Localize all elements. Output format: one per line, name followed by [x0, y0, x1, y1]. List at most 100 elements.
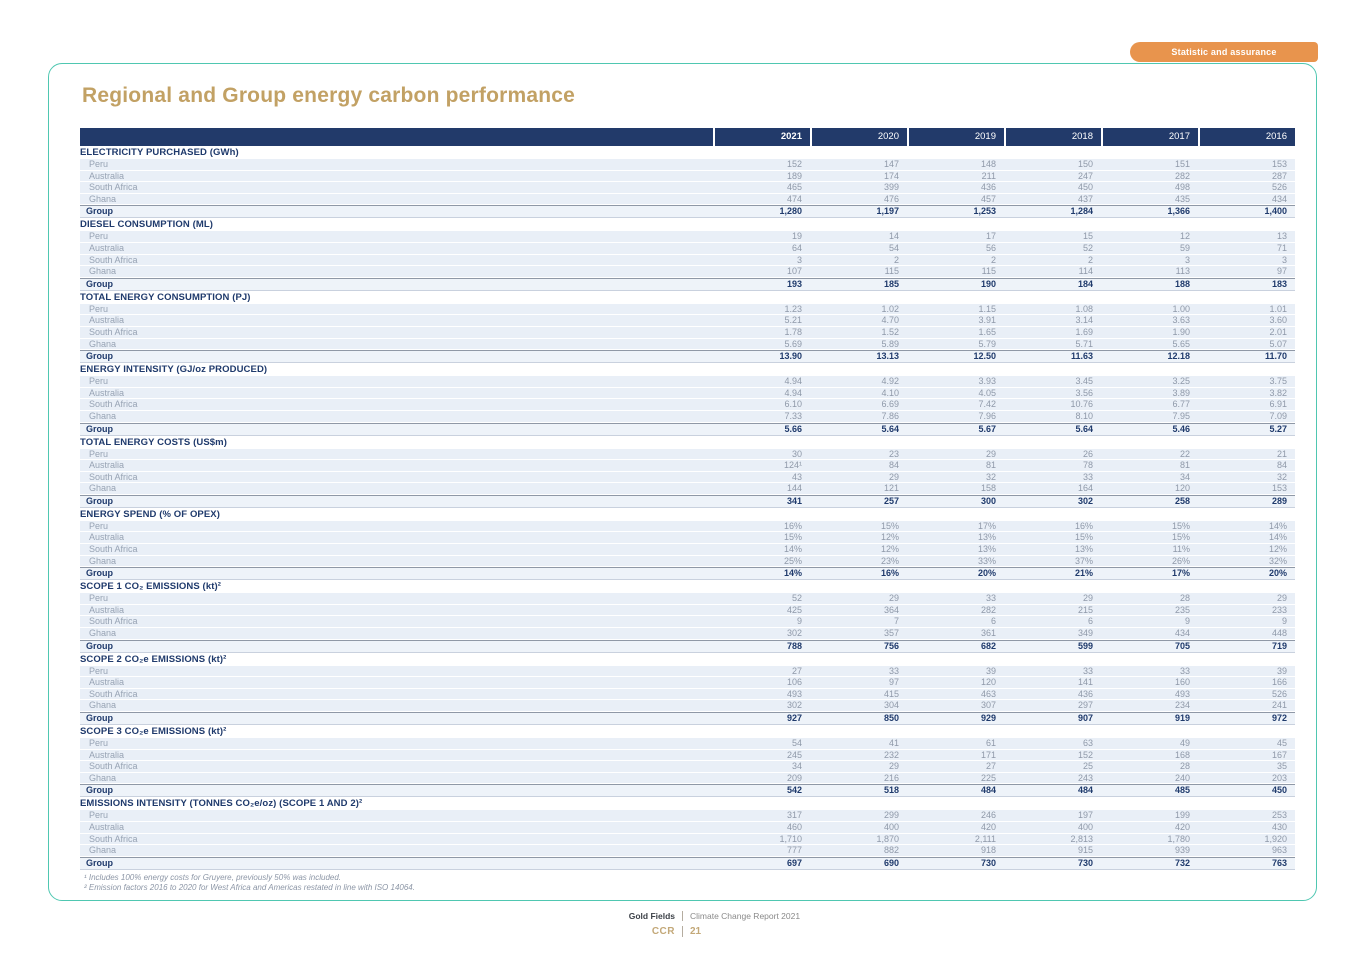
row-label: Group [86, 713, 113, 723]
year-column-header: 2017 [1101, 128, 1198, 146]
cell-value: 4.70 [881, 315, 899, 326]
cell-value: 120 [1174, 483, 1190, 494]
region-row: South Africa 43 29 32 33 34 32 [80, 471, 1295, 484]
cell-value: 9 [796, 616, 802, 627]
row-label: Ghana [89, 628, 117, 639]
region-row: Peru 27 33 39 33 33 39 [80, 665, 1295, 678]
region-row: Peru 30 23 29 26 22 21 [80, 448, 1295, 461]
section-title: DIESEL CONSUMPTION (ML) [80, 219, 214, 231]
cell-value: 11.63 [1070, 351, 1093, 362]
cell-value: 81 [1179, 460, 1190, 471]
region-row: South Africa 14% 12% 13% 13% 11% 12% [80, 544, 1295, 556]
cell-value: 30 [791, 448, 802, 459]
cell-value: 1,870 [876, 833, 899, 844]
region-row: Ghana 302 357 361 349 434 448 [80, 628, 1295, 640]
cell-value: 147 [883, 159, 899, 169]
cell-value: 241 [1271, 700, 1287, 711]
cell-value: 282 [980, 604, 996, 615]
cell-value: 151 [1174, 159, 1190, 169]
cell-value: 3.25 [1172, 376, 1190, 387]
cell-value: 28 [1179, 593, 1190, 604]
cell-value: 174 [883, 170, 899, 181]
group-row: Group 697 690 730 730 732 763 [80, 856, 1295, 870]
cell-value: 15% [783, 532, 802, 543]
region-row: Ghana 7.33 7.86 7.96 8.10 7.95 7.09 [80, 410, 1295, 423]
section-header-row: SCOPE 3 CO₂e EMISSIONS (kt)² [80, 725, 1295, 738]
region-row: Ghana 144 121 158 164 120 153 [80, 483, 1295, 495]
cell-value: 97 [888, 677, 899, 688]
cell-value: 3 [796, 254, 802, 265]
cell-value: 43 [791, 471, 802, 482]
badge-label: Statistic and assurance [1171, 47, 1277, 57]
row-label: Australia [89, 821, 125, 832]
cell-value: 203 [1271, 772, 1287, 783]
performance-table-body: ELECTRICITY PURCHASED (GWh) Peru 152 147 148… [80, 146, 1295, 870]
cell-value: 287 [1271, 170, 1287, 181]
cell-value: 7 [893, 616, 899, 627]
cell-value: 14% [783, 544, 802, 555]
cell-value: 13.13 [876, 351, 899, 362]
cell-value: 12 [1179, 231, 1190, 242]
cell-value: 1.78 [784, 326, 802, 337]
region-row: Peru 52 29 33 29 28 29 [80, 593, 1295, 605]
section-header-row: ENERGY INTENSITY (GJ/oz PRODUCED) [80, 363, 1295, 377]
year-column-header: 2021 [713, 128, 810, 146]
cell-value: 1.69 [1075, 326, 1093, 337]
cell-value: 120 [980, 677, 996, 688]
row-label: South Africa [89, 616, 138, 627]
cell-value: 33 [888, 665, 899, 676]
cell-value: 209 [786, 772, 802, 783]
cell-value: 3.89 [1172, 387, 1190, 398]
region-row: Australia 4.94 4.10 4.05 3.56 3.89 3.82 [80, 387, 1295, 400]
section-header-row: DIESEL CONSUMPTION (ML) [80, 218, 1295, 232]
cell-value: 448 [1271, 628, 1287, 639]
cell-value: 12% [880, 544, 899, 555]
cell-value: 185 [883, 278, 899, 289]
group-row: Group 14% 16% 20% 21% 17% 20% [80, 567, 1295, 581]
page-footer: Gold Fields Climate Change Report 2021 C… [0, 911, 1365, 937]
cell-value: 7.96 [978, 410, 996, 421]
cell-value: 12.50 [973, 351, 996, 362]
cell-value: 963 [1271, 845, 1287, 856]
section-header-row: ENERGY SPEND (% OF OPEX) [80, 507, 1295, 521]
row-label: Group [86, 568, 113, 579]
cell-value: 498 [1174, 182, 1190, 193]
cell-value: 435 [1174, 193, 1190, 204]
cell-value: 33 [1082, 665, 1093, 676]
cell-value: 37% [1074, 555, 1093, 566]
cell-value: 425 [786, 604, 802, 615]
row-label: Australia [89, 532, 125, 543]
cell-value: 17% [977, 520, 996, 531]
cell-value: 485 [1174, 785, 1190, 796]
region-row: South Africa 1,710 1,870 2,111 2,813 1,780 1,9… [80, 833, 1295, 846]
cell-value: 211 [981, 170, 996, 181]
region-row: Ghana 5.69 5.89 5.79 5.71 5.65 5.07 [80, 338, 1295, 351]
cell-value: 13% [977, 544, 996, 555]
row-label: Group [86, 423, 113, 434]
cell-value: 4.10 [881, 387, 899, 398]
row-label: Ghana [89, 193, 117, 204]
cell-value: 152 [1077, 749, 1093, 760]
cell-value: 5.64 [1075, 423, 1093, 434]
cell-value: 1.15 [978, 303, 996, 314]
footer-pagenum-cell: 21 [682, 926, 830, 937]
cell-value: 6 [1087, 616, 1093, 627]
cell-value: 349 [1077, 628, 1093, 639]
cell-value: 160 [1174, 677, 1190, 688]
section-title: EMISSIONS INTENSITY (TONNES CO₂e/oz) (SC… [80, 798, 363, 810]
cell-value: 484 [980, 785, 996, 796]
cell-value: 2.01 [1269, 326, 1287, 337]
footer-page-line: CCR 21 [535, 926, 830, 937]
cell-value: 71 [1276, 242, 1287, 253]
cell-value: 257 [883, 495, 899, 506]
cell-value: 907 [1077, 713, 1093, 723]
row-label: Group [86, 857, 113, 868]
cell-value: 400 [883, 821, 899, 832]
group-row: Group 341 257 300 302 258 289 [80, 494, 1295, 508]
cell-value: 400 [1077, 821, 1093, 832]
row-label: South Africa [89, 254, 138, 265]
performance-table: 2021 2020 2019 2018 2017 2016 ELECTRICITY PUR… [80, 128, 1295, 870]
cell-value: 215 [1077, 604, 1093, 615]
region-row: Australia 460 400 420 400 420 430 [80, 821, 1295, 834]
cell-value: 33% [977, 555, 996, 566]
